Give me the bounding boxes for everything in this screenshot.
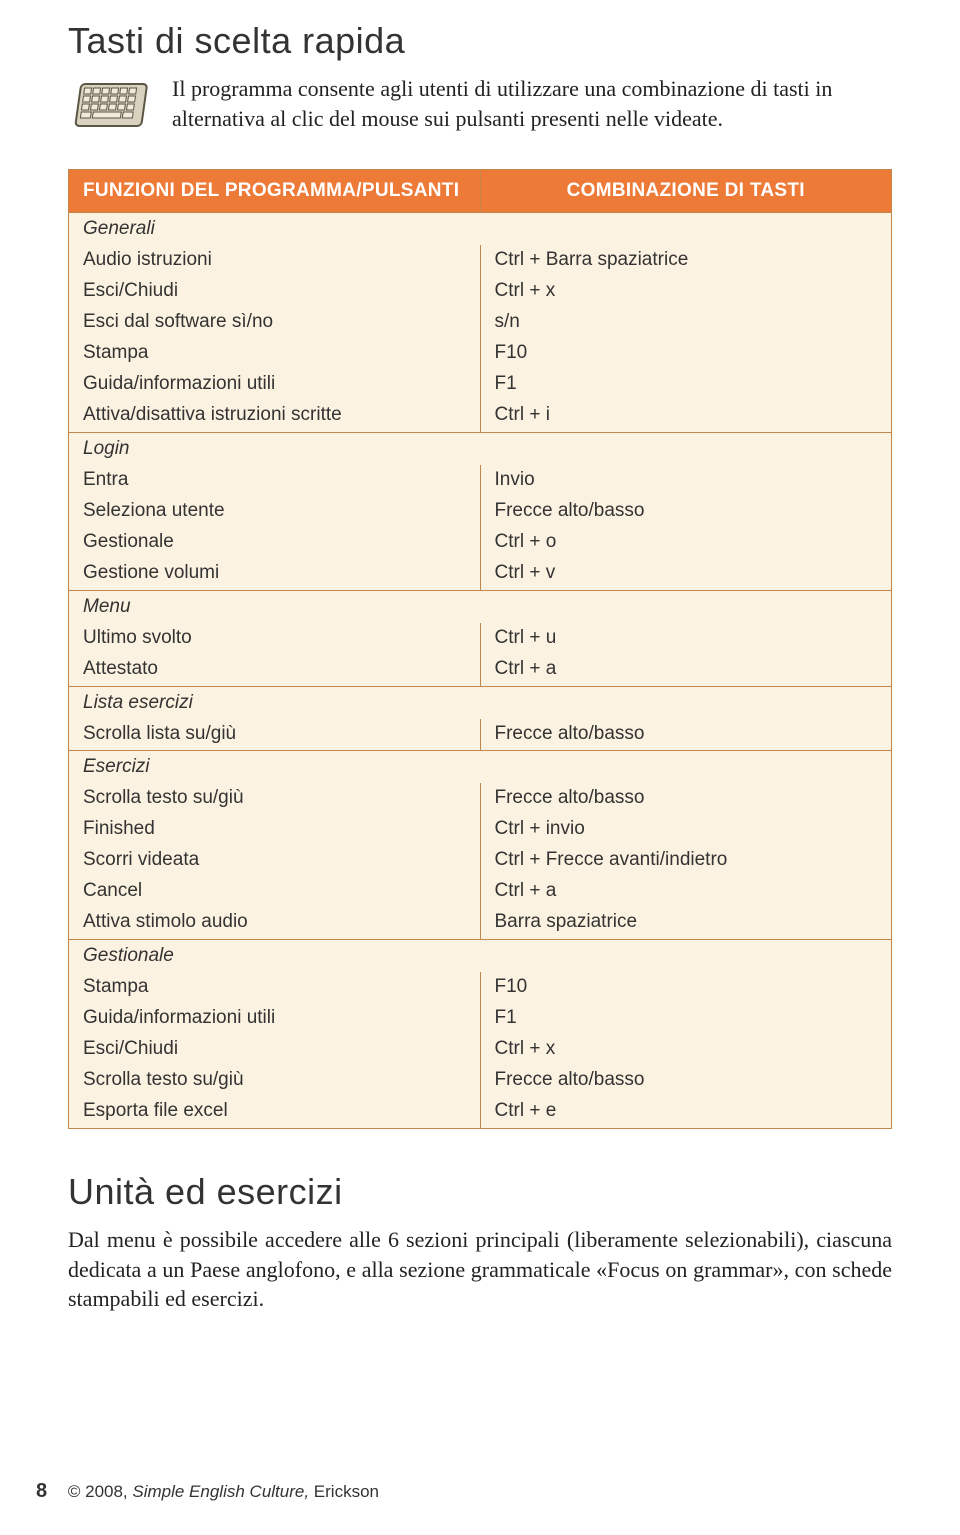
table-cell-function: Entra	[69, 465, 481, 496]
intro-row: Il programma consente agli utenti di uti…	[68, 74, 892, 141]
table-cell-shortcut: Ctrl + Frecce avanti/indietro	[480, 845, 892, 876]
table-cell-function: Esporta file excel	[69, 1096, 481, 1128]
table-cell-shortcut: Ctrl + o	[480, 527, 892, 558]
table-cell-function: Esci dal software sì/no	[69, 307, 481, 338]
table-header-left: FUNZIONI DEL PROGRAMMA/PULSANTI	[69, 170, 481, 213]
table-cell-function: Attestato	[69, 654, 481, 686]
page-title: Tasti di scelta rapida	[68, 20, 892, 62]
table-header-right: COMBINAZIONE DI TASTI	[480, 170, 892, 213]
table-cell-function: Attiva/disattiva istruzioni scritte	[69, 400, 481, 432]
table-cell-function: Guida/informazioni utili	[69, 369, 481, 400]
footer-book: Simple English Culture,	[132, 1482, 313, 1501]
table-cell-shortcut: s/n	[480, 307, 892, 338]
table-cell-shortcut: Ctrl + x	[480, 1034, 892, 1065]
table-cell-shortcut: Ctrl + Barra spaziatrice	[480, 245, 892, 276]
table-cell-function: Cancel	[69, 876, 481, 907]
table-cell-function: Seleziona utente	[69, 496, 481, 527]
shortcut-table: FUNZIONI DEL PROGRAMMA/PULSANTI COMBINAZ…	[68, 169, 892, 1129]
table-cell-function: Scrolla testo su/giù	[69, 1065, 481, 1096]
table-cell-function: Audio istruzioni	[69, 245, 481, 276]
keyboard-icon	[68, 78, 154, 141]
table-cell-shortcut: Ctrl + invio	[480, 814, 892, 845]
table-cell-shortcut: Ctrl + i	[480, 400, 892, 432]
table-cell-function: Scorri videata	[69, 845, 481, 876]
page-number: 8	[36, 1480, 47, 1502]
table-section-header: Login	[69, 432, 892, 464]
footer-copyright: © 2008,	[68, 1482, 133, 1501]
table-cell-function: Stampa	[69, 972, 481, 1003]
table-cell-function: Esci/Chiudi	[69, 1034, 481, 1065]
section-body-unita: Dal menu è possibile accedere alle 6 sez…	[68, 1225, 892, 1314]
table-cell-shortcut: Invio	[480, 465, 892, 496]
intro-text: Il programma consente agli utenti di uti…	[172, 74, 892, 133]
footer-publisher: Erickson	[314, 1482, 379, 1501]
table-cell-shortcut: Frecce alto/basso	[480, 783, 892, 814]
table-cell-function: Stampa	[69, 338, 481, 369]
table-cell-shortcut: Ctrl + v	[480, 558, 892, 590]
table-cell-shortcut: Ctrl + u	[480, 623, 892, 654]
table-cell-shortcut: Ctrl + e	[480, 1096, 892, 1128]
table-cell-shortcut: Frecce alto/basso	[480, 496, 892, 527]
table-cell-shortcut: Ctrl + a	[480, 654, 892, 686]
table-cell-function: Esci/Chiudi	[69, 276, 481, 307]
table-cell-shortcut: Ctrl + a	[480, 876, 892, 907]
table-cell-function: Gestione volumi	[69, 558, 481, 590]
table-cell-shortcut: Frecce alto/basso	[480, 719, 892, 751]
table-cell-shortcut: Frecce alto/basso	[480, 1065, 892, 1096]
table-cell-shortcut: F1	[480, 369, 892, 400]
table-cell-shortcut: Ctrl + x	[480, 276, 892, 307]
table-cell-function: Ultimo svolto	[69, 623, 481, 654]
table-cell-function: Scrolla testo su/giù	[69, 783, 481, 814]
table-cell-function: Finished	[69, 814, 481, 845]
section-title-unita: Unità ed esercizi	[68, 1171, 892, 1213]
table-cell-function: Attiva stimolo audio	[69, 907, 481, 939]
table-section-header: Lista esercizi	[69, 686, 892, 718]
table-cell-function: Guida/informazioni utili	[69, 1003, 481, 1034]
table-section-header: Esercizi	[69, 751, 892, 783]
table-cell-shortcut: F10	[480, 338, 892, 369]
table-section-header: Gestionale	[69, 940, 892, 972]
table-cell-shortcut: F10	[480, 972, 892, 1003]
table-cell-function: Gestionale	[69, 527, 481, 558]
table-cell-shortcut: Barra spaziatrice	[480, 907, 892, 939]
table-cell-function: Scrolla lista su/giù	[69, 719, 481, 751]
page-footer: 8 © 2008, Simple English Culture, Ericks…	[36, 1480, 379, 1503]
table-section-header: Generali	[69, 213, 892, 245]
table-section-header: Menu	[69, 590, 892, 622]
table-cell-shortcut: F1	[480, 1003, 892, 1034]
